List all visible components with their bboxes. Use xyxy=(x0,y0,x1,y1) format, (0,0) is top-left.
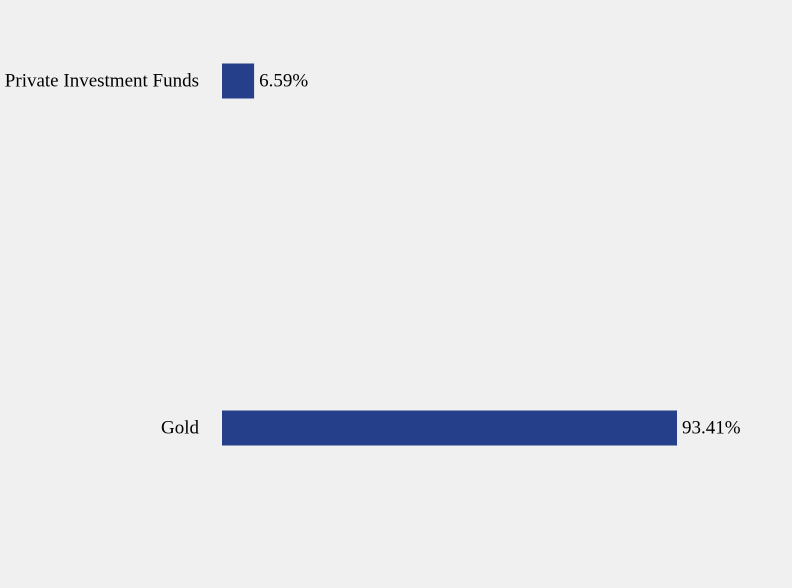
category-label: Private Investment Funds xyxy=(5,70,199,91)
category-label: Gold xyxy=(161,417,200,438)
value-label: 6.59% xyxy=(259,70,308,91)
value-label: 93.41% xyxy=(682,417,741,438)
bar xyxy=(222,63,255,99)
bar xyxy=(222,410,678,446)
